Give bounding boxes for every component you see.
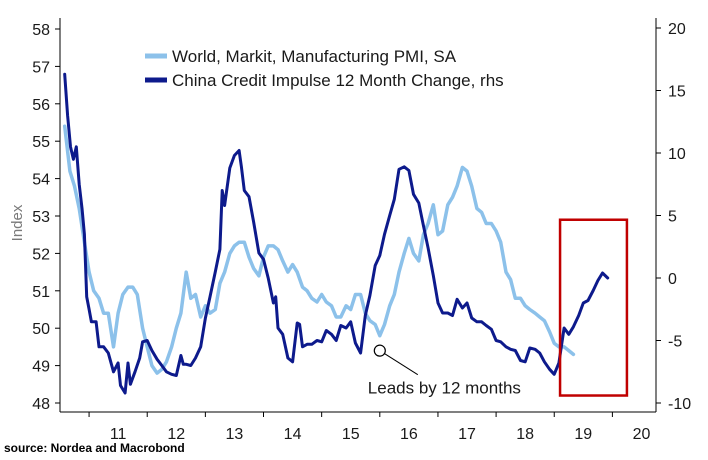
series-line-china-credit bbox=[63, 72, 610, 395]
y-left-tick-label: 56 bbox=[32, 97, 50, 114]
x-tick-label: 12 bbox=[167, 426, 185, 443]
y-left-tick-label: 51 bbox=[32, 284, 50, 301]
x-tick-label: 11 bbox=[110, 426, 127, 443]
y-right-tick-label: -5 bbox=[668, 334, 682, 351]
annotation-label: Leads by 12 months bbox=[368, 379, 521, 398]
x-tick-label: 17 bbox=[458, 426, 476, 443]
y-right-axis: -10 -5 0 5 10 15 20 bbox=[656, 21, 691, 413]
series-line-world-pmi bbox=[62, 124, 576, 375]
annotation-leader-line bbox=[379, 350, 419, 376]
y-left-tick-label: 49 bbox=[32, 359, 50, 376]
y-left-tick-label: 53 bbox=[32, 209, 50, 226]
y-left-axis: 48 49 50 51 52 53 54 55 56 57 58 bbox=[32, 22, 60, 413]
y-right-tick-label: 0 bbox=[668, 271, 677, 288]
y-left-tick-label: 48 bbox=[32, 396, 50, 413]
y-left-tick-label: 52 bbox=[32, 246, 50, 263]
source-note: source: Nordea and Macrobond bbox=[4, 441, 185, 455]
x-tick-label: 15 bbox=[342, 426, 360, 443]
annotation-layer: Leads by 12 months bbox=[368, 344, 521, 398]
legend: World, Markit, Manufacturing PMI, SA Chi… bbox=[145, 47, 504, 90]
y-right-tick-label: 20 bbox=[668, 21, 686, 38]
x-tick-label: 14 bbox=[284, 426, 302, 443]
x-tick-label: 13 bbox=[226, 426, 244, 443]
legend-label-world-pmi: World, Markit, Manufacturing PMI, SA bbox=[172, 47, 457, 66]
y-left-tick-label: 55 bbox=[32, 134, 50, 151]
y-right-tick-label: 10 bbox=[668, 146, 686, 163]
y-left-tick-label: 57 bbox=[32, 59, 50, 76]
y-right-tick-label: 15 bbox=[668, 84, 686, 101]
y-left-tick-label: 58 bbox=[32, 22, 50, 39]
y-right-tick-label: 5 bbox=[668, 209, 677, 226]
x-tick-label: 16 bbox=[400, 426, 418, 443]
y-left-tick-label: 50 bbox=[32, 321, 50, 338]
highlight-box bbox=[558, 218, 629, 397]
annotation-marker bbox=[373, 344, 386, 357]
y-left-tick-label: 54 bbox=[32, 172, 50, 189]
y-right-tick-label: -10 bbox=[668, 396, 691, 413]
legend-label-china-credit: China Credit Impulse 12 Month Change, rh… bbox=[172, 71, 504, 90]
x-tick-label: 18 bbox=[516, 426, 534, 443]
highlight-layer bbox=[558, 218, 629, 397]
x-tick-label: 19 bbox=[574, 426, 592, 443]
x-tick-label: 20 bbox=[633, 426, 651, 443]
series-layer bbox=[62, 72, 610, 395]
y-axis-label: Index bbox=[9, 204, 26, 241]
x-axis: 11 12 13 14 15 16 17 18 19 20 bbox=[88, 412, 651, 443]
